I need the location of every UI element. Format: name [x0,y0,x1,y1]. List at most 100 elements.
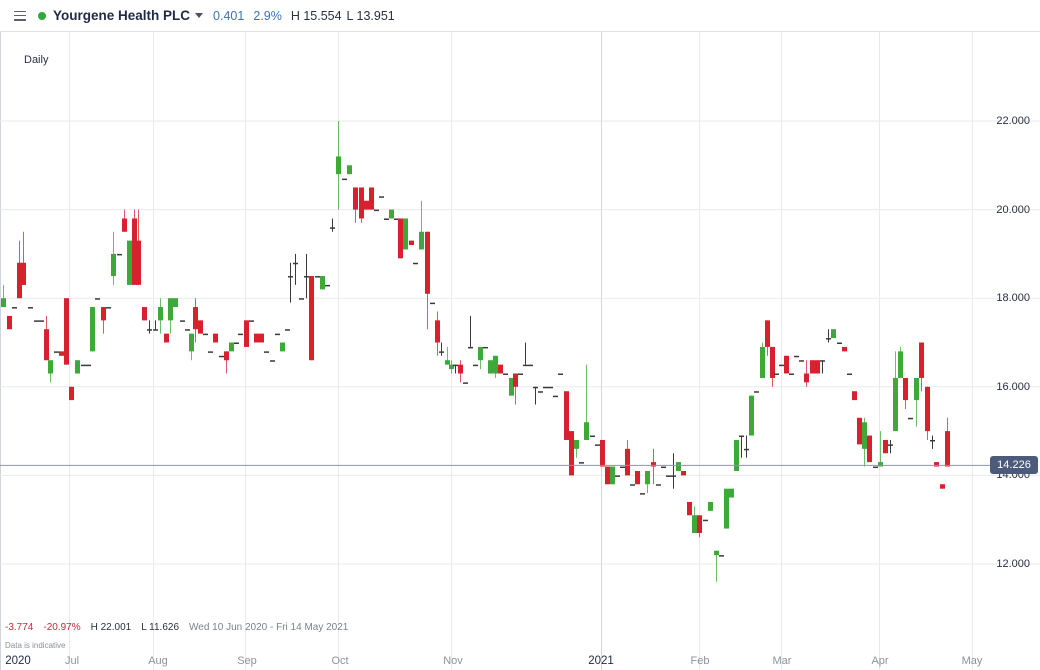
candle[interactable] [826,329,831,343]
candle[interactable] [249,320,254,322]
candle[interactable] [132,209,137,285]
candle[interactable] [198,320,203,334]
candle[interactable] [64,298,69,365]
candle[interactable] [285,329,290,331]
candle[interactable] [940,484,945,489]
candle[interactable] [44,315,49,361]
candle[interactable] [142,307,147,321]
candle[interactable] [164,333,169,343]
candle[interactable] [478,346,483,370]
candle[interactable] [630,484,635,486]
candle[interactable] [569,431,574,476]
candle[interactable] [419,200,424,250]
candle[interactable] [558,373,563,376]
candle[interactable] [384,218,389,220]
candle[interactable] [193,298,198,343]
candle[interactable] [224,351,229,374]
candle[interactable] [259,333,264,343]
candle[interactable] [379,196,384,198]
candle[interactable] [734,439,739,471]
candle[interactable] [794,355,799,358]
chevron-down-icon[interactable] [195,13,204,18]
candle[interactable] [765,320,770,356]
candle[interactable] [7,315,12,330]
candle[interactable] [770,346,775,387]
candle[interactable] [127,240,132,285]
candle[interactable] [254,333,259,343]
candle[interactable] [158,298,163,334]
candle[interactable] [687,501,692,516]
candle[interactable] [719,555,724,557]
candle[interactable] [180,320,185,322]
candle[interactable] [513,373,518,405]
candle[interactable] [439,342,444,356]
candle[interactable] [584,364,589,440]
candle[interactable] [244,320,249,347]
candle[interactable] [533,386,538,405]
candle[interactable] [930,435,935,449]
candle[interactable] [620,466,625,469]
candle[interactable] [168,298,173,334]
candle[interactable] [445,346,450,365]
candle[interactable] [12,307,17,309]
candle[interactable] [315,276,320,278]
candle[interactable] [523,342,528,367]
candle[interactable] [347,165,352,175]
candle[interactable] [883,439,888,454]
candle[interactable] [509,377,514,396]
candle[interactable] [435,311,440,356]
candle[interactable] [600,439,605,467]
candle[interactable] [914,377,919,427]
candle[interactable] [208,351,213,353]
candle[interactable] [413,262,418,265]
candle[interactable] [238,333,243,336]
candle[interactable] [17,240,22,299]
candle[interactable] [799,360,804,362]
candle[interactable] [640,493,645,495]
candlestick-chart[interactable] [0,32,1040,670]
candle[interactable] [147,320,152,334]
candle[interactable] [173,298,178,308]
candle[interactable] [136,209,141,285]
candle[interactable] [299,298,304,300]
candle[interactable] [1,284,6,308]
candle[interactable] [498,364,503,374]
candle[interactable] [867,435,872,463]
candle[interactable] [330,218,335,232]
candle[interactable] [873,466,878,469]
candle[interactable] [548,386,553,389]
candle[interactable] [681,470,686,476]
candle[interactable] [564,391,569,440]
candle[interactable] [919,342,924,392]
candle[interactable] [804,360,809,387]
candle[interactable] [342,178,347,181]
candle[interactable] [898,346,903,378]
candle[interactable] [75,360,80,374]
candle[interactable] [106,307,111,309]
candle[interactable] [398,218,403,259]
candle[interactable] [574,439,579,458]
candle[interactable] [903,377,908,409]
candle[interactable] [538,391,543,393]
candle[interactable] [336,121,341,210]
candle[interactable] [703,519,708,522]
candle[interactable] [473,364,478,367]
candle[interactable] [744,435,749,458]
candle[interactable] [185,329,190,331]
hamburger-menu-icon[interactable] [14,10,26,21]
candle[interactable] [857,417,862,445]
candle[interactable] [925,386,930,440]
candle[interactable] [117,253,122,256]
candle[interactable] [21,231,26,285]
candle[interactable] [430,302,435,305]
candle[interactable] [288,262,293,303]
candle[interactable] [369,187,374,210]
candle[interactable] [229,342,234,352]
candle[interactable] [219,355,224,358]
candle[interactable] [111,231,116,285]
candle[interactable] [69,386,74,401]
candle[interactable] [234,342,239,345]
candle[interactable] [270,360,275,362]
candle[interactable] [54,351,59,353]
candle[interactable] [852,391,857,401]
